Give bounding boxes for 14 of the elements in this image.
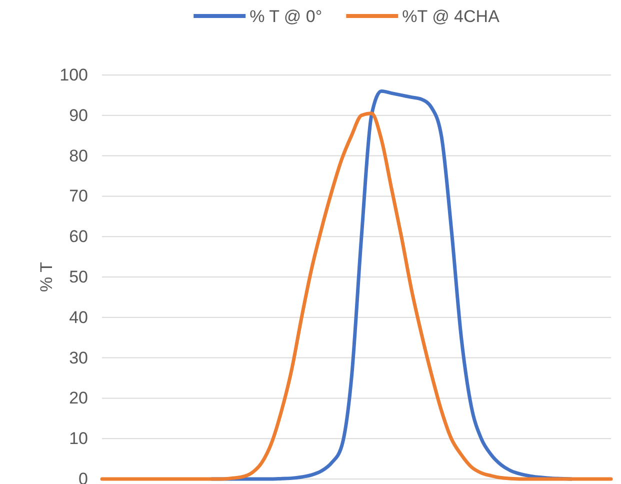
line-series (100, 112, 613, 481)
y-tick-label: 90 (69, 106, 88, 125)
y-tick-label: 80 (69, 146, 88, 166)
y-axis-title: % T (37, 262, 56, 292)
y-tick-label: 100 (60, 65, 88, 84)
y-tick-label: 70 (69, 186, 88, 206)
y-tick-label: 40 (69, 308, 88, 327)
y-tick-label: 10 (69, 429, 88, 448)
y-tick-label: 60 (69, 227, 88, 246)
y-tick-label: 30 (69, 348, 88, 368)
legend-label: %T @ 4CHA (402, 7, 500, 26)
y-tick-label: 50 (69, 267, 88, 286)
legend-label: % T @ 0° (250, 7, 322, 26)
y-tick-label: 20 (69, 388, 88, 408)
